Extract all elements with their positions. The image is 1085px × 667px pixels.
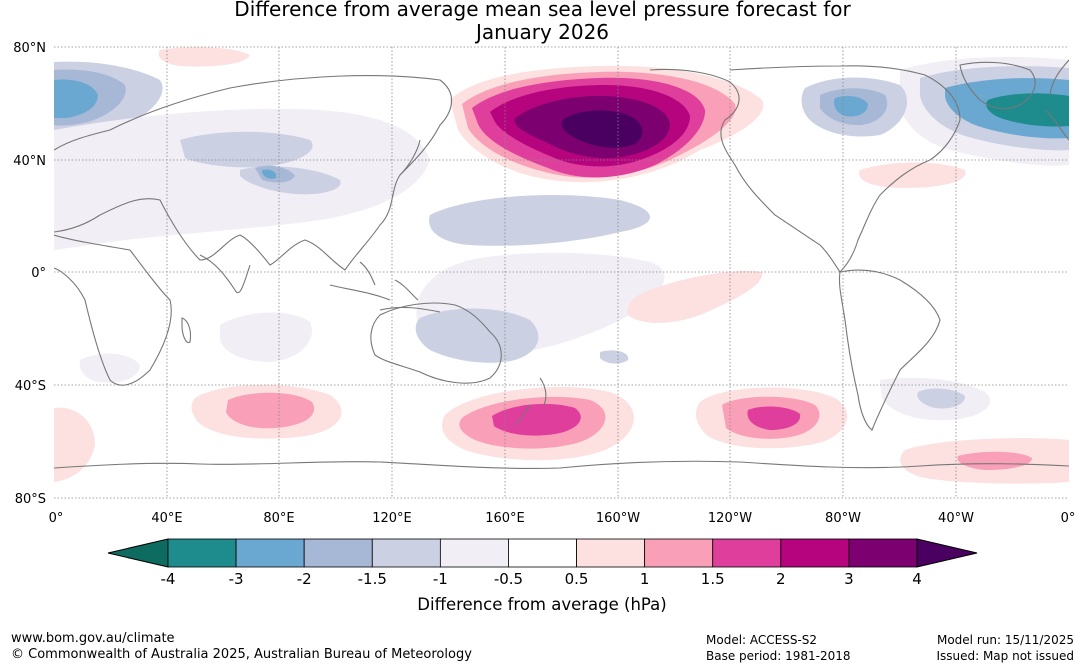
colorbar-tick: 1 [640,570,650,588]
colorbar: -4 -3 -2 -1.5 -1 -0.5 0.5 1 1.5 2 3 4 Difference fr… [107,538,978,614]
footer-base-period: Base period: 1981-2018 [706,649,851,663]
latitude-labels: 80°N 40°N 0° 40°S 80°S [13,41,46,507]
colorbar-swatch [848,538,918,568]
indian-ocean-negative [79,312,312,383]
europe-negative-anomaly [54,61,430,250]
colorbar-tick: -3 [229,570,244,588]
coastlines [54,59,1069,470]
colorbar-tick: 4 [912,570,922,588]
colorbar-swatch [371,538,441,568]
lat-label: 0° [31,266,46,281]
colorbar-tick: 3 [844,570,854,588]
colorbar-label: Difference from average (hPa) [417,595,666,614]
colorbar-tick: -0.5 [494,570,523,588]
lon-label: 40°W [938,511,974,526]
colorbar-swatch [508,538,577,568]
lon-label: 160°W [596,511,640,526]
colorbar-swatch [235,538,305,568]
colorbar-swatch [167,538,237,568]
east-pacific-positive [627,162,991,421]
lat-label: 80°N [13,41,46,56]
colorbar-tick: -4 [161,570,176,588]
footer-copyright: © Commonwealth of Australia 2025, Austra… [11,647,472,662]
lon-label: 0° [49,511,64,526]
colorbar-tick-labels: -4 -3 -2 -1.5 -1 -0.5 0.5 1 1.5 2 3 4 [161,570,922,588]
colorbar-tick: 2 [776,570,786,588]
colorbar-swatch [712,538,782,568]
colorbar-swatch [303,538,373,568]
lat-label: 40°N [13,154,46,169]
colorbar-tick: -1 [433,570,448,588]
colorbar-swatch [439,538,509,568]
colorbar-over-arrow [916,538,978,568]
lat-label: 80°S [15,492,46,507]
footer-model-run: Model run: 15/11/2025 [936,633,1074,647]
pacific-negative-band [415,195,665,364]
lon-label: 0° [1061,511,1076,526]
colorbar-tick: 0.5 [565,570,589,588]
colorbar-swatch [576,538,646,568]
lon-label: 160°E [485,511,525,526]
lon-label: 80°W [825,511,861,526]
map-title-line-1: Difference from average mean sea level p… [234,0,851,21]
lon-label: 120°W [708,511,752,526]
colorbar-tick: 1.5 [701,570,725,588]
footer-issued: Issued: Map not issued [936,649,1074,663]
map-title-line-2: January 2026 [475,20,610,44]
colorbar-swatches [167,538,918,568]
lon-label: 80°E [263,511,294,526]
lat-label: 40°S [15,379,46,394]
pressure-anomaly-field [54,47,1069,484]
footer-model: Model: ACCESS-S2 [706,633,818,647]
colorbar-swatch [780,538,850,568]
footer-url[interactable]: www.bom.gov.au/climate [11,631,175,646]
graticule [54,46,1069,499]
colorbar-tick: -2 [297,570,312,588]
colorbar-swatch [644,538,714,568]
north-atlantic-negative-anomaly [801,57,1069,166]
lon-label: 40°E [151,511,182,526]
north-pacific-positive-anomaly [450,65,764,183]
longitude-labels: 0° 40°E 80°E 120°E 160°E 160°W 120°W 80°… [49,511,1076,526]
southern-ocean-positive [54,47,1069,484]
colorbar-tick: -1.5 [358,570,387,588]
colorbar-under-arrow [107,538,169,568]
lon-label: 120°E [372,511,412,526]
